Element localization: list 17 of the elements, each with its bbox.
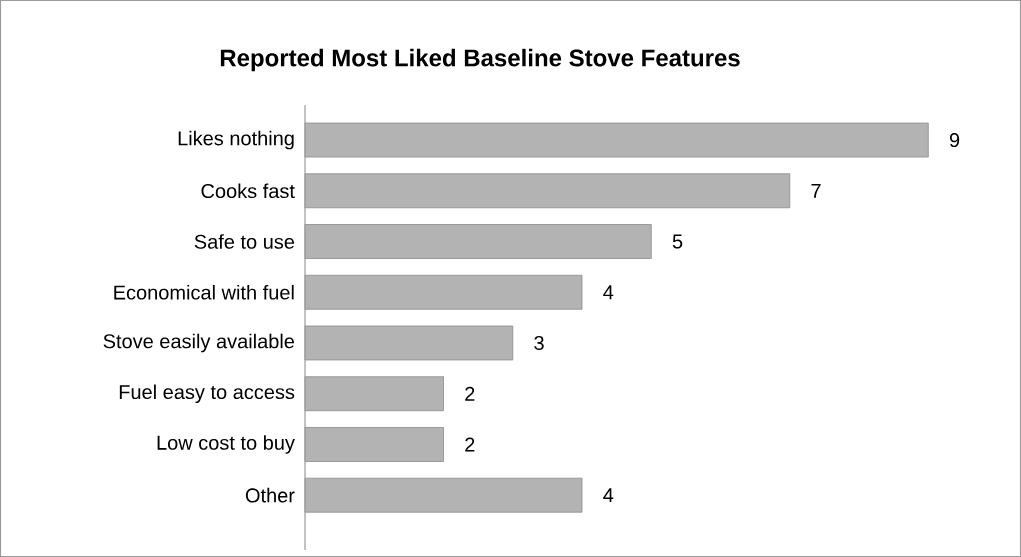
y-tick-label: Stove easily available — [103, 333, 295, 353]
data-label: 4 — [603, 488, 614, 503]
chart-title: Reported Most Liked Baseline Stove Features — [220, 48, 740, 72]
data-label: 4 — [603, 285, 614, 300]
y-tick-label: Low cost to buy — [157, 435, 295, 454]
data-label: 7 — [811, 183, 821, 198]
y-tick-label: Likes nothing — [178, 130, 294, 150]
data-label: 9 — [949, 132, 960, 148]
y-tick-label: Other — [245, 487, 295, 503]
y-tick-label: Safe to use — [194, 234, 295, 249]
y-tick-label: Fuel easy to access — [119, 384, 295, 404]
data-label: 2 — [465, 386, 475, 401]
data-label: 5 — [672, 234, 683, 249]
data-label: 2 — [465, 437, 475, 452]
y-tick-label: Cooks fast — [201, 183, 295, 199]
y-tick-label: Economical with fuel — [114, 284, 294, 300]
data-label: 3 — [534, 335, 544, 351]
